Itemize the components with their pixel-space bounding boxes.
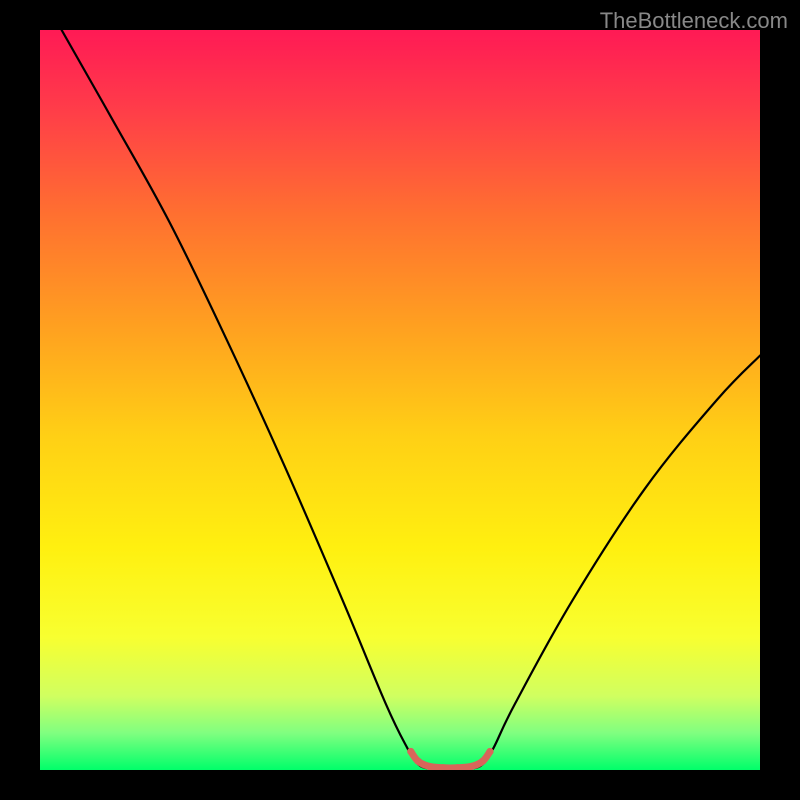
chart-curves <box>40 30 760 770</box>
bottleneck-chart <box>40 30 760 770</box>
bottom-marker <box>407 748 493 770</box>
watermark-text: TheBottleneck.com <box>600 8 788 34</box>
bottleneck-curve <box>62 30 760 769</box>
